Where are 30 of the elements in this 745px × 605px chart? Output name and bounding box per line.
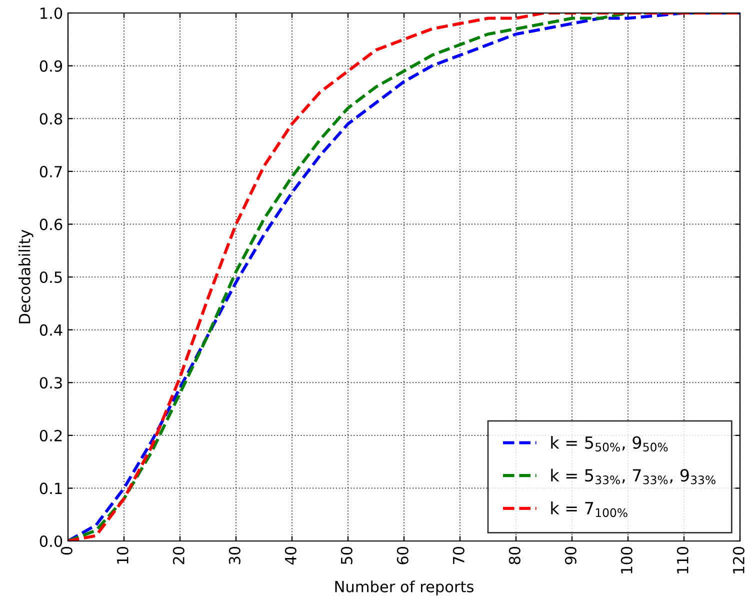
y-tick-label: 0.7 bbox=[40, 166, 62, 178]
x-tick-label: 10 bbox=[116, 546, 128, 564]
x-tick-label: 0 bbox=[60, 546, 72, 555]
x-tick-label: 30 bbox=[228, 546, 240, 564]
legend-label: k = 7$_{100%}$ bbox=[551, 502, 628, 518]
y-tick-label: 0.6 bbox=[40, 218, 62, 230]
x-tick-label: 60 bbox=[396, 546, 408, 564]
x-tick-label: 80 bbox=[508, 546, 520, 564]
y-tick-label: 1.0 bbox=[40, 7, 62, 20]
y-axis-title: Decodability bbox=[18, 230, 34, 324]
y-tick-label: 0.9 bbox=[40, 60, 62, 72]
legend-label: k = 5$_{50%}$, 9$_{50%}$ bbox=[551, 436, 668, 452]
y-tick-label: 0.8 bbox=[40, 113, 62, 125]
y-tick-label: 0.1 bbox=[40, 482, 62, 494]
y-tick-label: 0.2 bbox=[40, 430, 62, 442]
y-tick-label: 0.4 bbox=[40, 324, 62, 336]
y-tick-label: 0.5 bbox=[40, 271, 62, 284]
x-tick-label: 110 bbox=[676, 546, 688, 574]
legend-label: k = 5$_{33%}$, 7$_{33%}$, 9$_{33%}$ bbox=[551, 468, 716, 484]
x-tick-label: 100 bbox=[620, 546, 632, 574]
x-tick-label: 20 bbox=[172, 546, 184, 564]
x-axis-title: Number of reports bbox=[335, 580, 474, 596]
x-tick-label: 120 bbox=[732, 546, 744, 574]
x-tick-label: 90 bbox=[564, 546, 576, 564]
x-tick-label: 50 bbox=[340, 546, 352, 564]
y-tick-label: 0.0 bbox=[40, 535, 62, 548]
y-tick-label: 0.3 bbox=[40, 377, 62, 389]
line-series bbox=[68, 13, 740, 541]
x-tick-label: 40 bbox=[284, 546, 296, 565]
x-tick-label: 70 bbox=[452, 546, 464, 564]
